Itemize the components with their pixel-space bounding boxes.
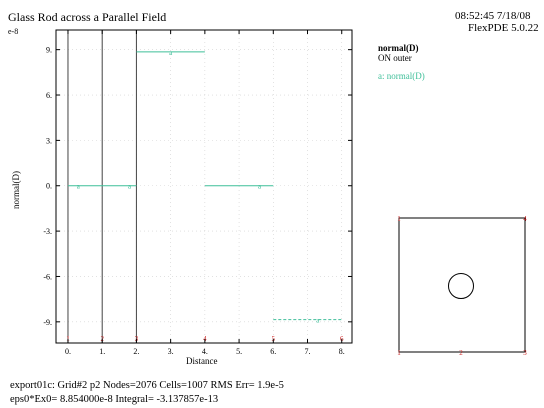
- mesh-bottom-label: 2: [459, 349, 463, 357]
- legend-entry: a: normal(D): [378, 71, 425, 81]
- y-tick-label: 9.: [46, 46, 52, 55]
- mesh-bottom-label: 1: [397, 349, 401, 357]
- plot-frame: [55, 29, 353, 344]
- y-tick-label: -9.: [43, 318, 52, 327]
- integral-stats: eps0*Ex0= 8.854000e-8 Integral= -3.13785…: [10, 394, 219, 405]
- y-tick-label: -6.: [43, 272, 52, 281]
- x-tick-label: 0.: [65, 347, 71, 356]
- x-tick-label: 1.: [99, 347, 105, 356]
- x-tick-label: 5.: [236, 347, 242, 356]
- domain-outline: [398, 217, 526, 353]
- mesh-view: 1 4 1 2 3: [397, 215, 527, 357]
- legend-title: normal(D): [378, 43, 419, 53]
- segment-boundaries: [67, 30, 137, 343]
- series-marker: a: [258, 183, 262, 191]
- mesh-bottom-label: 3: [523, 349, 527, 357]
- mesh-corner-label: 1: [397, 215, 401, 223]
- y-exponent-label: e-8: [8, 27, 18, 36]
- y-tick-label: -3.: [43, 227, 52, 236]
- x-tick-label: 6.: [270, 347, 276, 356]
- x-tick-label: 2.: [133, 347, 139, 356]
- x-tick-label: 8.: [339, 347, 345, 356]
- version-label: FlexPDE 5.0.22: [468, 22, 539, 34]
- series-marker: a: [169, 49, 173, 57]
- x-tick-label: 7.: [305, 347, 311, 356]
- y-tick-label: 6.: [46, 91, 52, 100]
- grid: [56, 30, 352, 343]
- run-stats: export01c: Grid#2 p2 Nodes=2076 Cells=10…: [10, 380, 284, 391]
- plot-title: Glass Rod across a Parallel Field: [8, 10, 167, 24]
- mesh-corner-label: 4: [523, 215, 527, 223]
- x-tick-label: 4.: [202, 347, 208, 356]
- timestamp: 08:52:45 7/18/08: [455, 10, 531, 22]
- series-marker: a: [77, 183, 81, 191]
- series-marker: a: [316, 317, 320, 325]
- x-axis-label: Distance: [186, 356, 218, 366]
- axis-ticks: 9. 6. 3. 0. -3. -6. -9. 0. 1. 2. 3. 4. 5. 6. 7. 8.: [43, 30, 352, 356]
- y-tick-label: 0.: [46, 182, 52, 191]
- x-tick-label: 3.: [168, 347, 174, 356]
- legend-subtitle: ON outer: [378, 53, 412, 63]
- y-axis-label: normal(D): [11, 171, 21, 209]
- y-tick-label: 3.: [46, 136, 52, 145]
- series-marker: a: [128, 183, 132, 191]
- glass-rod-outline: [448, 273, 474, 299]
